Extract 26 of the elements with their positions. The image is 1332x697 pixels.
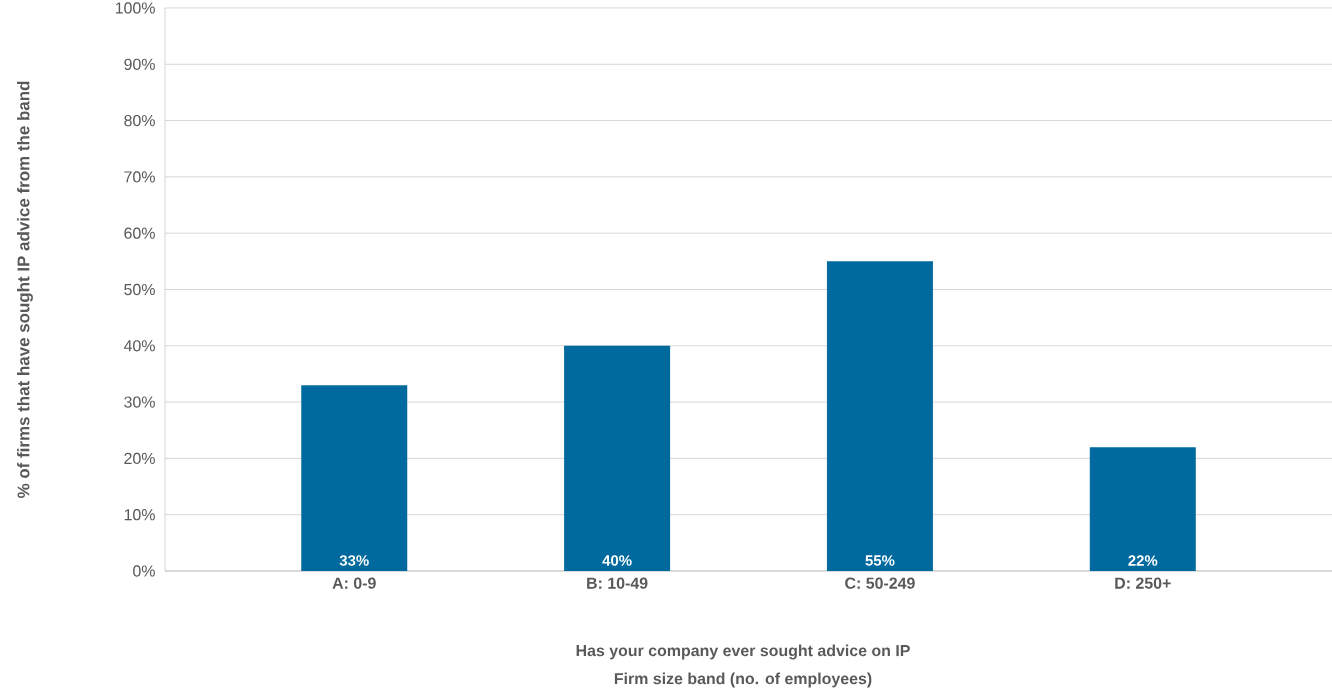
bar [301,385,408,571]
x-tick-label: A: 0-9 [332,577,376,589]
y-tick-label: 90% [124,58,155,70]
y-tick-label: 0% [133,565,155,577]
text: Has your company ever sought advice on IP [576,644,910,660]
y-tick-label: 70% [124,171,155,183]
bar [1089,447,1196,571]
text: Firm size band (no. of employees) [614,672,872,688]
y-tick-label: 40% [123,340,155,352]
y-tick-label: 20% [124,452,155,465]
x-tick-label: C: 50-249 [845,577,915,589]
y-tick-label: 100% [115,2,155,14]
data-label: 55% [865,555,895,566]
data-label: 22% [1128,555,1158,566]
y-axis-title: % of firms that have sought IP advice from the band [17,81,33,498]
x-tick-label: D: 250+ [1115,577,1171,589]
y-tick-label: 80% [124,114,155,127]
data-label: 40% [602,555,632,566]
y-tick-label: 10% [124,509,155,521]
y-tick-label: 60% [124,227,155,239]
y-tick-label: 30% [124,396,155,408]
bar [826,261,933,571]
bar [564,345,671,571]
x-tick-label: B: 10-49 [587,577,648,589]
data-label: 33% [339,555,369,566]
y-tick-label: 50% [124,283,155,296]
